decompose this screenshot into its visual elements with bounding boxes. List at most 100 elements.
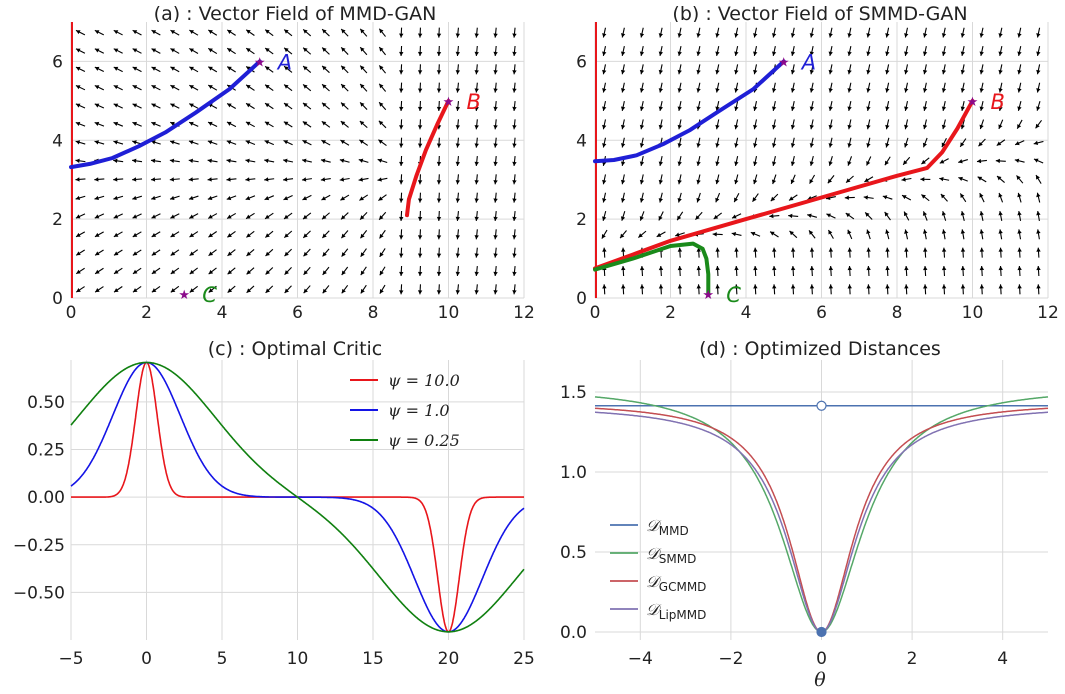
arrow-head	[753, 284, 758, 289]
arrow-head	[151, 251, 157, 256]
arrow-head	[658, 69, 664, 75]
arrow-head	[621, 247, 626, 252]
arrow-head	[455, 161, 461, 166]
arrow-head	[1036, 33, 1041, 38]
arrow-head	[790, 266, 796, 271]
arrow-head	[847, 106, 852, 111]
legend-label: 𝒟LipMMD	[646, 600, 706, 622]
arrow-head	[715, 247, 720, 252]
arrow-head	[75, 66, 81, 71]
arrow-head	[226, 140, 232, 145]
arrow-head	[847, 69, 852, 75]
arrow-head	[360, 215, 365, 220]
arrow-head	[828, 33, 833, 38]
arrow-head	[264, 121, 270, 126]
arrow-head	[696, 51, 701, 56]
x-tick-label: 15	[362, 649, 384, 669]
arrow-head	[808, 230, 814, 235]
arrow-head	[455, 198, 461, 203]
arrow-head	[302, 140, 308, 145]
arrow-head	[921, 194, 926, 199]
arrow-head	[151, 121, 156, 126]
arrow-head	[771, 161, 777, 166]
x-tick-label: 25	[513, 649, 535, 669]
arrow-head	[1017, 211, 1022, 216]
arrow-head	[960, 247, 966, 252]
arrow-head	[828, 69, 833, 75]
arrow-head	[359, 120, 365, 126]
arrow-head	[170, 85, 175, 90]
arrow-head	[132, 85, 138, 90]
arrow-head	[455, 290, 461, 295]
arrow-head	[303, 84, 308, 89]
arrow-head	[151, 269, 157, 274]
arrow-head	[379, 215, 384, 220]
arrow-head	[360, 102, 365, 107]
arrow-head	[922, 51, 928, 56]
panel-a-title: (a) : Vector Field of MMD-GAN	[154, 3, 437, 25]
arrow-head	[493, 33, 498, 38]
arrow-head	[493, 143, 498, 148]
panel-a-arrows	[75, 27, 517, 295]
arrow-head	[417, 290, 423, 295]
arrow-head	[696, 161, 701, 166]
arrow-head	[1036, 284, 1041, 289]
arrow-head	[246, 270, 252, 275]
arrow-head	[847, 88, 852, 93]
arrow-head	[847, 143, 852, 148]
arrow-head	[771, 106, 777, 111]
legend-label: ψ = 1.0	[388, 401, 450, 420]
arrow-head	[753, 161, 758, 166]
arrow-head	[94, 66, 100, 71]
arrow-head	[512, 198, 517, 203]
arrow-head	[208, 269, 214, 275]
panel-a-vector-field-mmd: (a) : Vector Field of MMD-GAN 0 2 4 6 8 10 120…	[52, 3, 535, 323]
arrow-head	[658, 266, 664, 271]
arrow-head	[169, 177, 175, 182]
arrow-head	[658, 106, 664, 111]
arrow-head	[246, 66, 251, 71]
arrow-head	[94, 30, 100, 35]
arrow-head	[828, 143, 833, 148]
arrow-head	[921, 159, 926, 165]
arrow-head	[113, 251, 119, 256]
arrow-head	[922, 106, 928, 111]
x-tick-label: 4	[217, 303, 228, 323]
series-line	[70, 361, 525, 633]
arrow-head	[958, 159, 963, 164]
arrow-head	[866, 33, 871, 38]
arrow-head	[189, 85, 194, 90]
arrow-head	[715, 69, 720, 75]
trajectory-a	[69, 59, 262, 170]
arrow-head	[227, 251, 233, 256]
arrow-head	[1017, 192, 1022, 198]
arrow-head	[417, 51, 423, 56]
arrow-head	[303, 251, 308, 257]
arrow-head	[696, 143, 701, 148]
arrow-head	[113, 158, 118, 164]
arrow-head	[378, 120, 384, 126]
arrow-head	[341, 215, 346, 220]
x-tick-label: 6	[816, 303, 827, 323]
arrow-head	[95, 269, 100, 274]
x-tick-label: 6	[292, 303, 303, 323]
arrow-head	[828, 88, 833, 93]
arrow-head	[94, 177, 99, 182]
arrow-head	[227, 66, 232, 71]
arrow-head	[189, 66, 194, 71]
arrow-head	[734, 266, 739, 271]
panel-d-xlabel: θ	[814, 669, 826, 691]
arrow-head	[620, 106, 626, 111]
arrow-head	[132, 158, 137, 164]
arrow-head	[170, 66, 175, 71]
arrow-head	[941, 142, 946, 148]
y-tick-label: −0.25	[13, 536, 65, 556]
arrow-head	[512, 33, 517, 38]
arrow-head	[512, 235, 517, 240]
arrow-head	[828, 51, 833, 56]
arrow-head	[677, 51, 682, 56]
arrow-head	[512, 70, 517, 75]
arrow-head	[208, 251, 214, 256]
arrow-head	[246, 251, 251, 256]
arrow-head	[399, 88, 404, 93]
